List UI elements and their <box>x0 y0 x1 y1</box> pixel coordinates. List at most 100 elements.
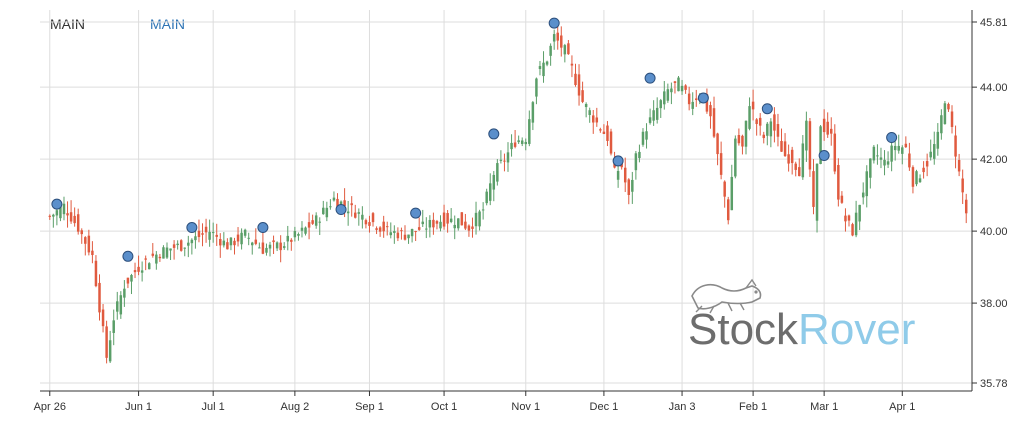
candle <box>719 141 723 180</box>
candle-body <box>346 211 350 214</box>
candle <box>247 232 250 246</box>
candle <box>936 123 940 156</box>
event-marker <box>186 222 198 234</box>
candle <box>197 219 201 243</box>
candle <box>144 255 147 271</box>
candle <box>361 206 364 229</box>
candle <box>407 234 410 244</box>
candle <box>389 222 393 239</box>
candle-body <box>69 212 73 222</box>
candle <box>599 127 602 133</box>
candle-body <box>631 179 634 192</box>
candle <box>201 223 204 247</box>
candle-body <box>915 171 918 185</box>
candle-body <box>648 117 652 123</box>
candle <box>346 200 350 226</box>
candle-body <box>883 159 886 166</box>
candle <box>844 208 847 232</box>
candle <box>655 97 659 124</box>
stockrover-watermark: StockRover <box>688 278 915 354</box>
candle <box>535 77 538 105</box>
candle-body <box>929 151 932 158</box>
candle-body <box>751 101 755 110</box>
candle-body <box>659 100 662 109</box>
candle-body <box>783 141 787 157</box>
candle-body <box>933 144 936 159</box>
candle <box>73 207 76 227</box>
event-marker <box>488 128 500 140</box>
candle <box>478 209 481 231</box>
candle-body <box>375 228 378 230</box>
candle <box>762 131 765 144</box>
candle-body <box>400 230 403 232</box>
candle-body <box>421 221 424 225</box>
candle-body <box>620 163 623 168</box>
candle <box>425 217 428 239</box>
candle-body <box>471 226 474 229</box>
candle <box>488 173 492 206</box>
candle-body <box>407 234 410 239</box>
candle-body <box>730 176 734 211</box>
candle <box>300 221 304 238</box>
candle-body <box>179 240 183 251</box>
candle-body <box>940 115 943 134</box>
candle <box>254 228 258 246</box>
candle <box>393 225 396 244</box>
candle <box>187 235 190 258</box>
candle <box>80 228 83 244</box>
candle-body <box>414 231 417 233</box>
candle <box>517 135 520 144</box>
candle-body <box>357 212 361 214</box>
candle-body <box>247 237 250 239</box>
candle <box>574 63 577 87</box>
candle <box>954 125 957 169</box>
candle-body <box>680 85 684 92</box>
candle-body <box>911 167 915 187</box>
candle-body <box>208 231 211 240</box>
candle <box>851 222 854 237</box>
candle-body <box>808 121 812 170</box>
candle <box>663 81 666 110</box>
candle-body <box>510 142 513 150</box>
candle <box>87 229 91 256</box>
candle-body <box>293 231 297 238</box>
candle <box>165 242 169 259</box>
candle <box>623 157 627 193</box>
candle <box>453 215 456 240</box>
candle-body <box>755 119 758 125</box>
candle <box>304 226 307 236</box>
candle <box>751 89 755 121</box>
candle <box>769 118 773 148</box>
candle-body <box>187 242 190 246</box>
candle-body <box>332 197 336 201</box>
candle <box>869 158 872 189</box>
candle <box>805 111 808 162</box>
candle <box>119 291 123 319</box>
candle-body <box>645 131 648 140</box>
candle-body <box>904 143 908 148</box>
candle <box>766 121 769 146</box>
candle <box>94 255 98 288</box>
candle <box>222 232 226 248</box>
dog-logo-icon <box>691 278 762 314</box>
candle-body <box>130 275 133 282</box>
candle-body <box>560 35 563 48</box>
candle-body <box>840 195 844 203</box>
candle-body <box>215 234 218 237</box>
event-marker <box>644 72 656 84</box>
candle-body <box>744 120 748 147</box>
candle-body <box>172 244 176 248</box>
watermark-stock: Stock <box>688 305 799 354</box>
candle <box>865 165 869 208</box>
candle <box>925 153 929 177</box>
candle-body <box>478 211 481 227</box>
candle <box>592 109 595 134</box>
grid <box>40 10 972 391</box>
candle <box>162 245 165 259</box>
candle-body <box>297 234 300 236</box>
candle-body <box>925 161 929 167</box>
candle-body <box>453 224 456 229</box>
candle-body <box>858 204 861 222</box>
candle-body <box>158 256 162 259</box>
candle-body <box>304 227 307 234</box>
